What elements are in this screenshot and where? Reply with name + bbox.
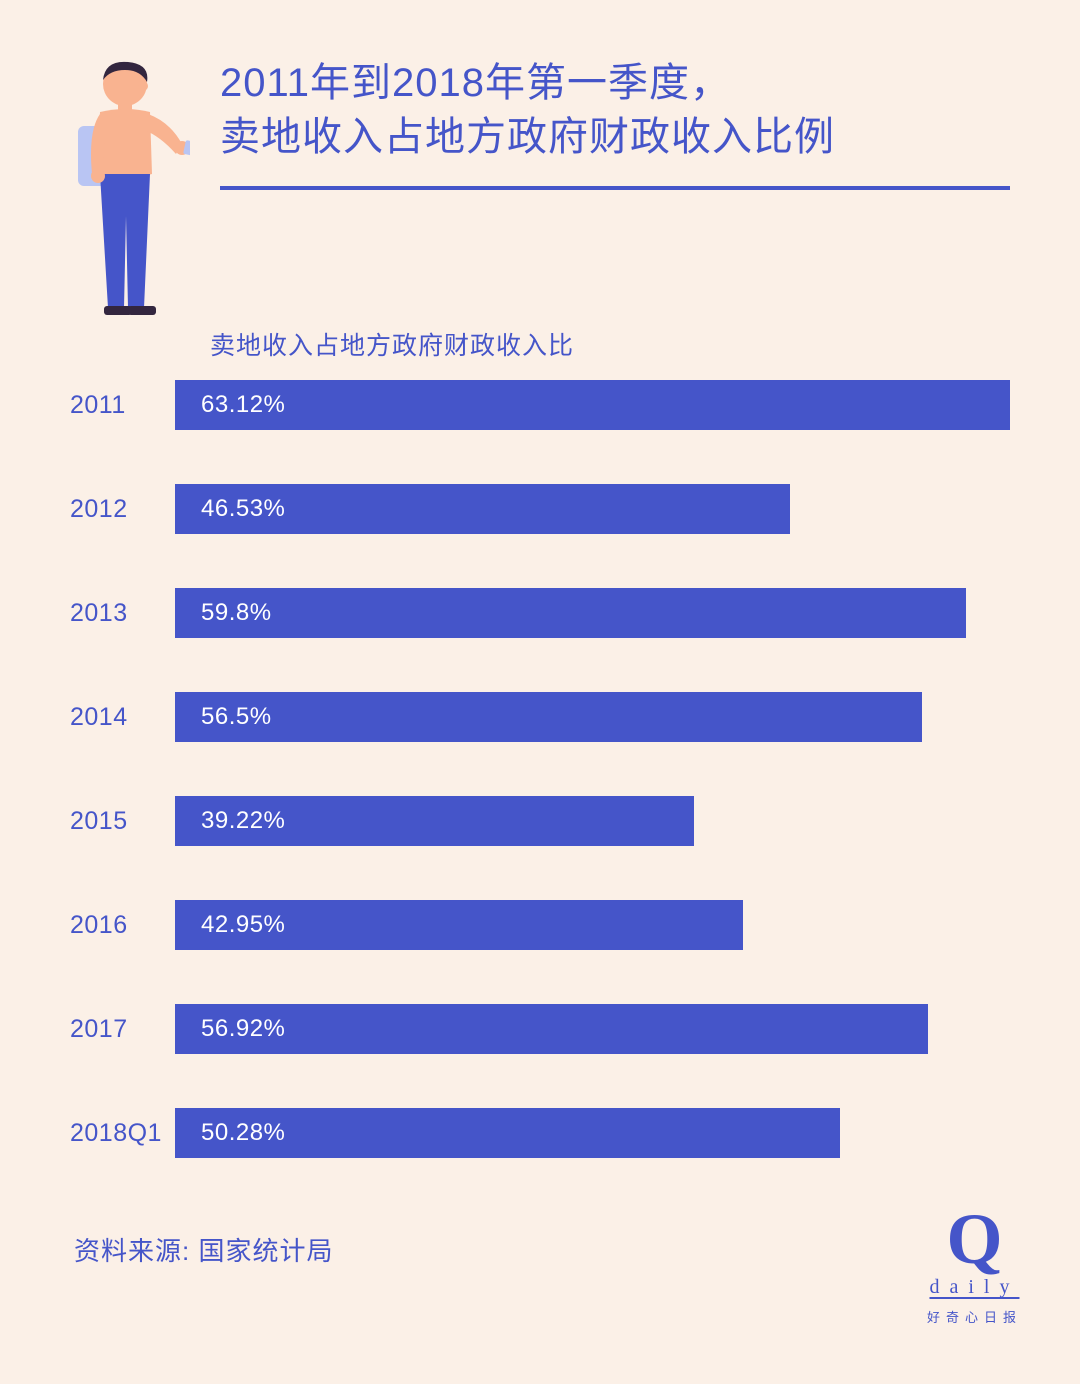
bar-row: 2018Q150.28% [70, 1108, 1010, 1158]
bar-year-label: 2017 [70, 1015, 175, 1044]
bar-row: 201539.22% [70, 796, 1010, 846]
bar-row: 201642.95% [70, 900, 1010, 950]
logo-chinese-text: 好奇心日报 [927, 1307, 1022, 1326]
chart-subtitle: 卖地收入占地方政府财政收入比 [210, 326, 574, 362]
bar-track: 42.95% [175, 900, 1010, 950]
bar-year-label: 2016 [70, 911, 175, 940]
bar-track: 56.92% [175, 1004, 1010, 1054]
person-illustration-icon [70, 56, 190, 321]
title-underline [220, 186, 1010, 190]
bar-row: 201163.12% [70, 380, 1010, 430]
bar-year-label: 2018Q1 [70, 1119, 175, 1148]
bar-track: 46.53% [175, 484, 1010, 534]
bar-fill: 46.53% [175, 484, 790, 534]
bar-fill: 59.8% [175, 588, 966, 638]
bar-value-label: 63.12% [175, 391, 285, 419]
title-line-2: 卖地收入占地方政府财政收入比例 [220, 110, 1010, 164]
bar-fill: 56.92% [175, 1004, 928, 1054]
source-text: 资料来源: 国家统计局 [74, 1231, 333, 1268]
bar-row: 201756.92% [70, 1004, 1010, 1054]
bar-track: 63.12% [175, 380, 1010, 430]
bar-value-label: 59.8% [175, 599, 272, 627]
bar-value-label: 46.53% [175, 495, 285, 523]
title-line-1: 2011年到2018年第一季度， [220, 56, 1010, 110]
bar-row: 201246.53% [70, 484, 1010, 534]
bar-fill: 42.95% [175, 900, 743, 950]
bar-value-label: 42.95% [175, 911, 285, 939]
bar-chart: 201163.12%201246.53%201359.8%201456.5%20… [70, 380, 1010, 1212]
bar-track: 50.28% [175, 1108, 1010, 1158]
publisher-logo: Q daily 好奇心日报 [927, 1209, 1022, 1326]
bar-track: 56.5% [175, 692, 1010, 742]
bar-value-label: 56.92% [175, 1015, 285, 1043]
bar-fill: 39.22% [175, 796, 694, 846]
bar-year-label: 2011 [70, 391, 175, 420]
bar-fill: 63.12% [175, 380, 1010, 430]
bar-fill: 50.28% [175, 1108, 840, 1158]
bar-value-label: 50.28% [175, 1119, 285, 1147]
bar-track: 59.8% [175, 588, 1010, 638]
bar-year-label: 2015 [70, 807, 175, 836]
bar-value-label: 39.22% [175, 807, 285, 835]
bar-year-label: 2013 [70, 599, 175, 628]
bar-track: 39.22% [175, 796, 1010, 846]
bar-year-label: 2012 [70, 495, 175, 524]
bar-row: 201359.8% [70, 588, 1010, 638]
bar-value-label: 56.5% [175, 703, 272, 731]
title-block: 2011年到2018年第一季度， 卖地收入占地方政府财政收入比例 [220, 56, 1010, 190]
logo-q-mark: Q [927, 1209, 1022, 1270]
bar-fill: 56.5% [175, 692, 922, 742]
logo-daily-text: daily [927, 1276, 1022, 1299]
bar-year-label: 2014 [70, 703, 175, 732]
bar-row: 201456.5% [70, 692, 1010, 742]
header: 2011年到2018年第一季度， 卖地收入占地方政府财政收入比例 [70, 56, 1010, 321]
